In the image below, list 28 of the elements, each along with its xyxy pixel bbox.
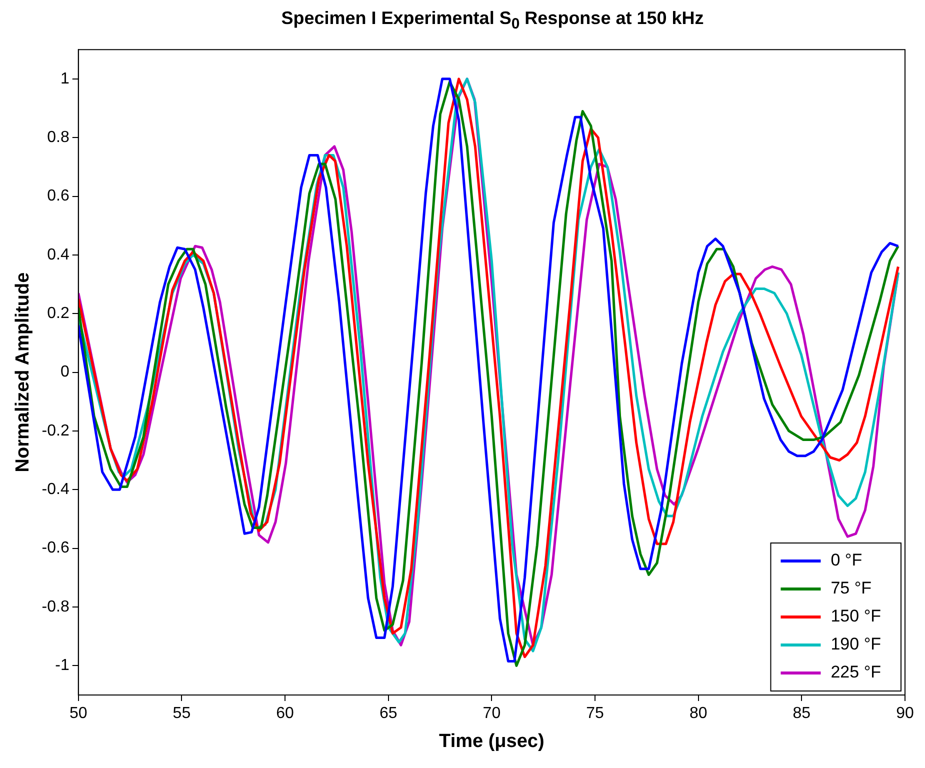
y-tick-label: -1 xyxy=(55,656,70,674)
y-tick-label: 0.4 xyxy=(47,246,70,263)
legend-label: 225 °F xyxy=(830,662,882,682)
x-tick-label: 80 xyxy=(689,704,708,722)
y-tick-label: -0.4 xyxy=(42,480,70,498)
y-tick-label: 0 xyxy=(60,363,70,380)
x-tick-label: 50 xyxy=(69,704,88,722)
x-tick-label: 55 xyxy=(172,704,191,722)
y-tick-label: 1 xyxy=(60,70,70,87)
x-tick-label: 85 xyxy=(792,704,811,722)
x-axis-title: Time (μsec) xyxy=(439,730,544,752)
y-tick-label: -0.6 xyxy=(42,539,70,556)
legend-label: 150 °F xyxy=(830,606,882,626)
legend-label: 0 °F xyxy=(830,550,862,570)
y-tick-label: 0.8 xyxy=(47,128,70,146)
y-tick-label: 0.2 xyxy=(47,304,70,322)
y-tick-label: -0.8 xyxy=(42,598,70,615)
x-tick-label: 65 xyxy=(379,704,398,722)
x-tick-label: 70 xyxy=(482,704,501,722)
x-tick-label: 75 xyxy=(586,704,604,722)
y-axis-title: Normalized Amplitude xyxy=(12,272,34,472)
x-tick-label: 90 xyxy=(896,704,914,722)
x-tick-label: 60 xyxy=(276,704,294,722)
y-tick-label: 0.6 xyxy=(47,187,70,204)
y-tick-label: -0.2 xyxy=(42,422,70,439)
legend-label: 190 °F xyxy=(830,634,882,654)
legend-label: 75 °F xyxy=(830,578,872,598)
chart-title: Specimen I Experimental S$_{0}$ Response at 150 kHz xyxy=(280,8,705,33)
